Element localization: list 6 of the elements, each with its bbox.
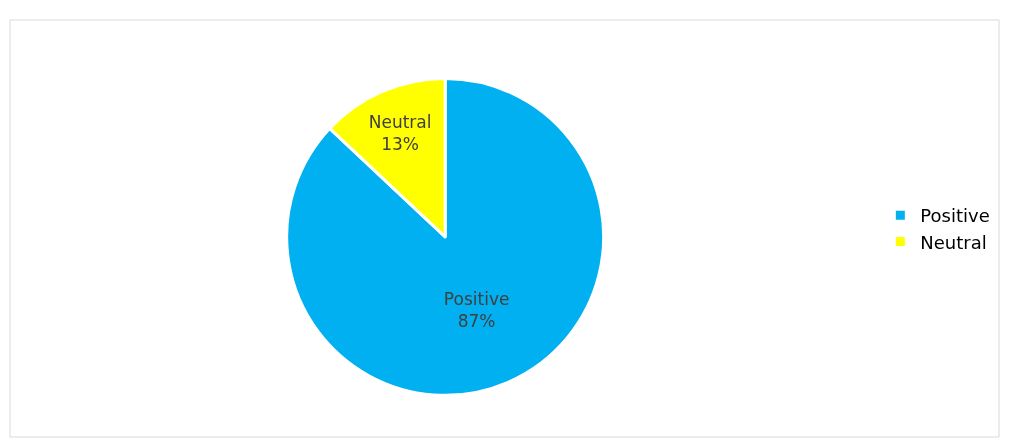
slice-label: Neutral xyxy=(368,111,432,132)
slice-label: Positive xyxy=(443,288,510,309)
legend-label: Neutral xyxy=(920,231,987,253)
data-label: 87% xyxy=(457,310,496,331)
data-label: 13% xyxy=(381,133,420,154)
legend-label: Positive xyxy=(920,205,990,227)
